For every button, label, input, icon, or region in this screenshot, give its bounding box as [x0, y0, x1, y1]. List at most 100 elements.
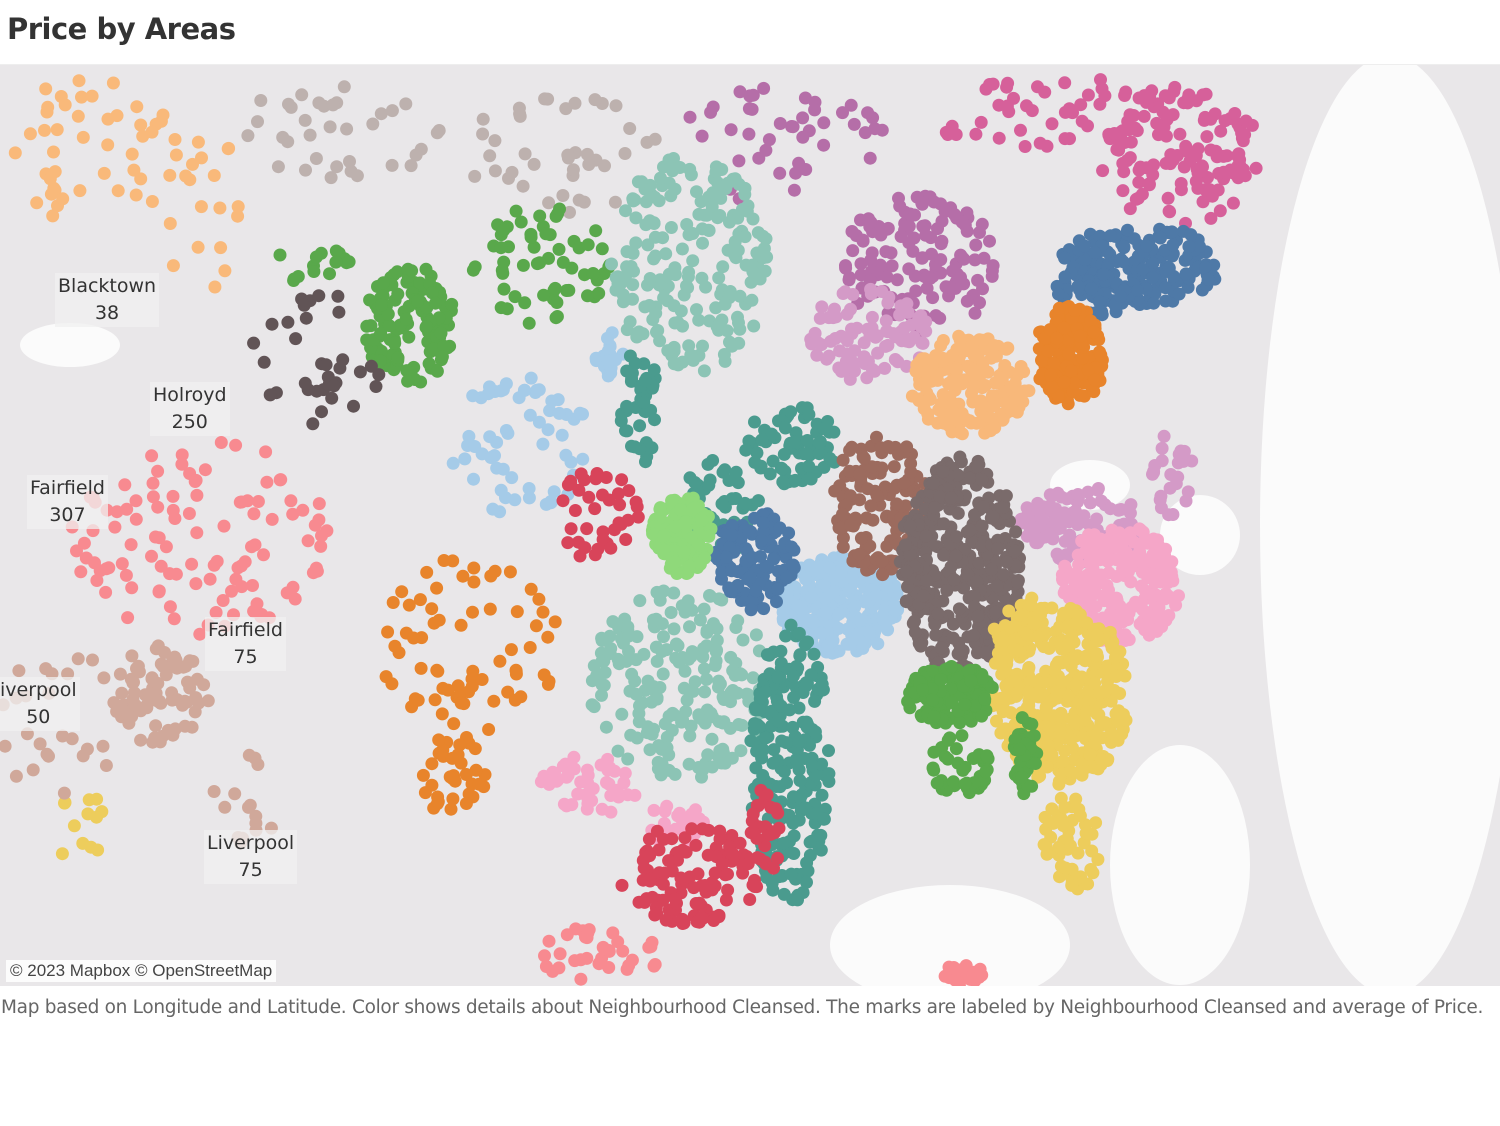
listing-mark[interactable] [1159, 281, 1172, 295]
listing-mark[interactable] [129, 494, 143, 508]
listing-mark[interactable] [1199, 260, 1212, 274]
listing-mark[interactable] [648, 249, 662, 263]
listing-mark[interactable] [288, 592, 302, 606]
listing-mark[interactable] [391, 287, 405, 301]
listing-mark[interactable] [665, 494, 679, 508]
listing-mark[interactable] [568, 504, 582, 517]
listing-mark[interactable] [836, 287, 850, 300]
listing-mark[interactable] [1097, 267, 1111, 281]
listing-mark[interactable] [190, 526, 204, 540]
listing-mark[interactable] [857, 350, 871, 364]
listing-mark[interactable] [1075, 114, 1089, 128]
listing-mark[interactable] [427, 342, 441, 356]
listing-mark[interactable] [152, 531, 166, 545]
listing-mark[interactable] [175, 457, 189, 471]
listing-mark[interactable] [441, 683, 455, 697]
listing-mark[interactable] [757, 81, 771, 95]
listing-mark[interactable] [1046, 816, 1060, 830]
listing-mark[interactable] [626, 192, 640, 206]
listing-mark[interactable] [980, 749, 994, 763]
listing-mark[interactable] [952, 425, 966, 439]
listing-mark[interactable] [99, 585, 113, 599]
listing-mark[interactable] [679, 515, 693, 529]
listing-mark[interactable] [306, 417, 320, 431]
listing-mark[interactable] [580, 802, 594, 816]
listing-mark[interactable] [1104, 606, 1117, 620]
listing-mark[interactable] [1136, 262, 1150, 276]
listing-mark[interactable] [815, 300, 829, 314]
listing-mark[interactable] [1181, 96, 1195, 110]
listing-mark[interactable] [574, 467, 588, 481]
listing-mark[interactable] [912, 311, 926, 325]
listing-mark[interactable] [793, 648, 807, 662]
listing-mark[interactable] [125, 147, 139, 161]
listing-mark[interactable] [743, 571, 757, 584]
listing-mark[interactable] [299, 163, 312, 177]
listing-mark[interactable] [467, 575, 481, 589]
listing-mark[interactable] [853, 467, 866, 481]
listing-mark[interactable] [1052, 287, 1065, 301]
listing-mark[interactable] [459, 768, 473, 781]
listing-mark[interactable] [618, 766, 632, 780]
listing-mark[interactable] [776, 475, 790, 489]
listing-mark[interactable] [643, 849, 657, 863]
listing-mark[interactable] [721, 883, 735, 897]
listing-mark[interactable] [1150, 624, 1164, 638]
listing-mark[interactable] [1022, 685, 1036, 699]
listing-mark[interactable] [1081, 637, 1095, 651]
listing-mark[interactable] [688, 675, 702, 689]
listing-mark[interactable] [1069, 678, 1082, 692]
listing-mark[interactable] [1049, 690, 1063, 704]
listing-mark[interactable] [495, 263, 509, 277]
listing-mark[interactable] [757, 602, 771, 616]
listing-mark[interactable] [933, 415, 947, 429]
listing-mark[interactable] [595, 802, 609, 816]
listing-mark[interactable] [337, 80, 351, 94]
listing-mark[interactable] [106, 76, 120, 90]
listing-mark[interactable] [748, 415, 761, 429]
listing-mark[interactable] [414, 661, 428, 675]
listing-mark[interactable] [582, 158, 596, 171]
listing-mark[interactable] [1072, 280, 1086, 293]
listing-mark[interactable] [169, 567, 183, 581]
listing-mark[interactable] [861, 106, 875, 120]
listing-mark[interactable] [1091, 853, 1105, 866]
listing-mark[interactable] [713, 744, 727, 758]
listing-mark[interactable] [955, 729, 969, 743]
listing-mark[interactable] [963, 471, 976, 485]
listing-mark[interactable] [929, 349, 943, 363]
listing-mark[interactable] [831, 622, 845, 635]
listing-mark[interactable] [186, 157, 199, 171]
listing-mark[interactable] [38, 123, 51, 137]
listing-mark[interactable] [780, 571, 794, 585]
listing-mark[interactable] [541, 92, 555, 106]
listing-mark[interactable] [1217, 165, 1231, 179]
listing-mark[interactable] [946, 405, 959, 418]
listing-mark[interactable] [263, 388, 277, 402]
listing-mark[interactable] [444, 802, 458, 816]
listing-mark[interactable] [505, 165, 519, 179]
listing-mark[interactable] [483, 602, 497, 616]
listing-mark[interactable] [793, 791, 807, 805]
listing-mark[interactable] [951, 468, 965, 482]
listing-mark[interactable] [742, 127, 756, 141]
listing-mark[interactable] [386, 596, 400, 609]
listing-mark[interactable] [1161, 191, 1175, 205]
listing-mark[interactable] [409, 148, 423, 162]
listing-mark[interactable] [1052, 774, 1066, 788]
listing-mark[interactable] [928, 501, 942, 515]
listing-mark[interactable] [868, 364, 882, 378]
listing-mark[interactable] [251, 495, 265, 508]
listing-mark[interactable] [746, 265, 760, 279]
listing-mark[interactable] [503, 565, 517, 579]
listing-mark[interactable] [309, 250, 323, 264]
listing-mark[interactable] [1198, 110, 1212, 124]
listing-mark[interactable] [738, 230, 752, 244]
listing-mark[interactable] [537, 288, 551, 302]
listing-mark[interactable] [850, 321, 864, 335]
listing-mark[interactable] [1018, 140, 1032, 153]
listing-mark[interactable] [1004, 380, 1018, 394]
listing-mark[interactable] [1238, 128, 1252, 142]
listing-mark[interactable] [750, 851, 764, 865]
listing-mark[interactable] [908, 208, 921, 222]
